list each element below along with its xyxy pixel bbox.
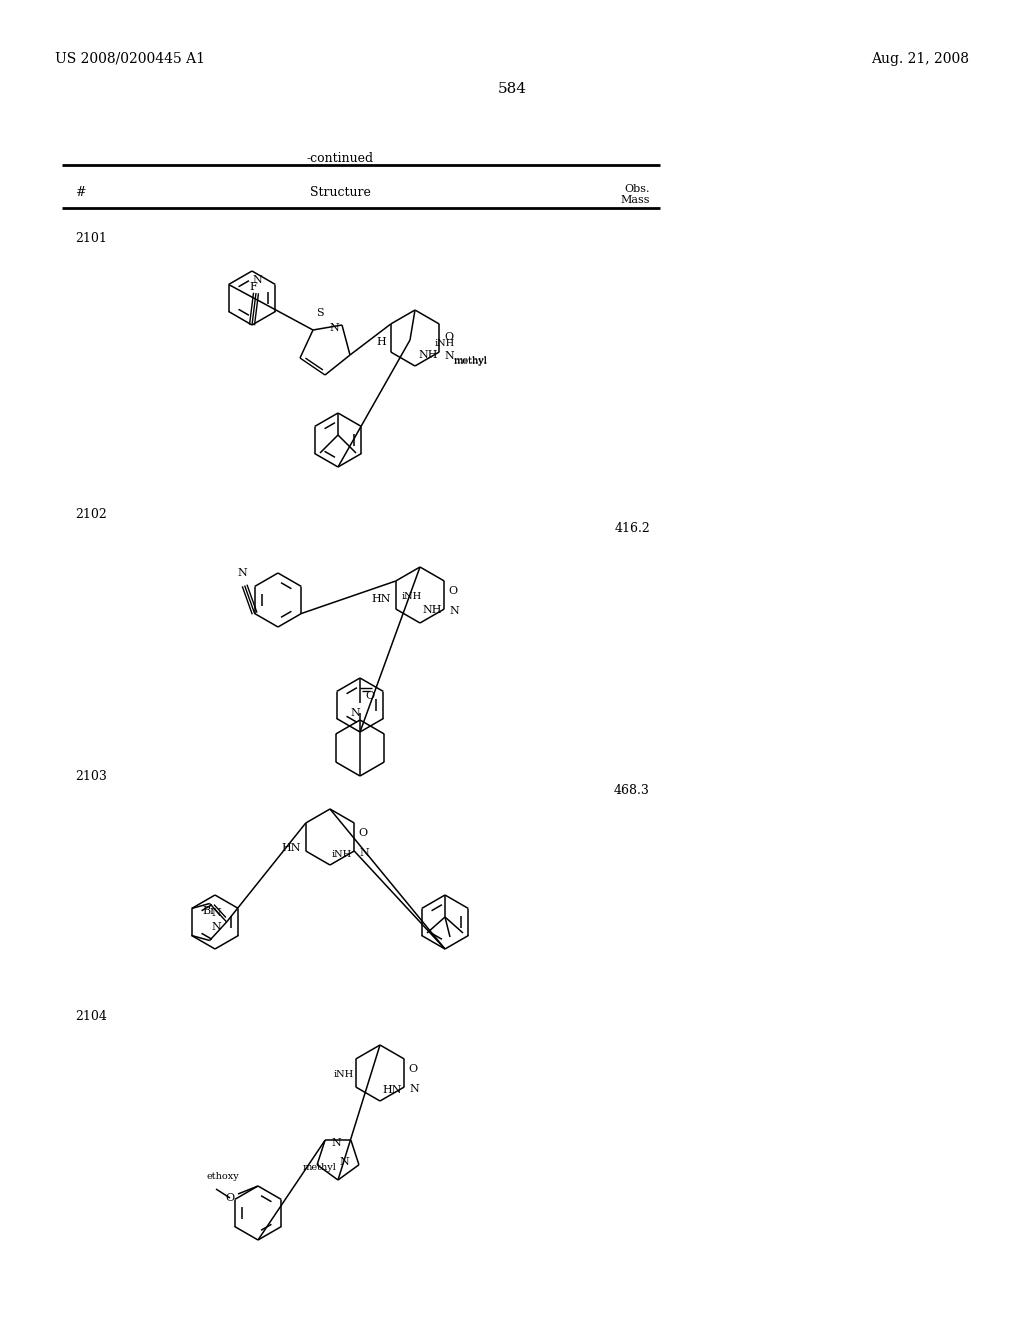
Text: 416.2: 416.2 [614, 521, 650, 535]
Text: Obs.: Obs. [625, 183, 650, 194]
Text: N: N [329, 323, 339, 333]
Text: methyl: methyl [454, 358, 487, 367]
Text: 2104: 2104 [75, 1010, 106, 1023]
Text: O: O [225, 1193, 234, 1203]
Text: iNH: iNH [334, 1071, 353, 1078]
Text: F: F [250, 282, 257, 293]
Text: N: N [238, 568, 248, 578]
Text: HN: HN [372, 594, 391, 605]
Text: methyl: methyl [303, 1163, 337, 1172]
Text: Aug. 21, 2008: Aug. 21, 2008 [871, 51, 969, 66]
Text: US 2008/0200445 A1: US 2008/0200445 A1 [55, 51, 205, 66]
Text: O: O [365, 690, 374, 701]
Text: H: H [376, 337, 386, 347]
Text: N: N [331, 1138, 341, 1148]
Text: iNH: iNH [435, 339, 456, 348]
Text: NH: NH [418, 350, 437, 360]
Text: 584: 584 [498, 82, 526, 96]
Text: N: N [212, 908, 221, 919]
Text: #: # [75, 186, 85, 199]
Text: O: O [449, 586, 458, 597]
Text: N: N [350, 708, 359, 718]
Text: 2102: 2102 [75, 508, 106, 521]
Text: Structure: Structure [309, 186, 371, 199]
Text: O: O [409, 1064, 418, 1074]
Text: O: O [358, 828, 368, 838]
Text: 2103: 2103 [75, 770, 106, 783]
Text: N: N [444, 351, 454, 360]
Text: 2101: 2101 [75, 232, 106, 246]
Text: O: O [444, 333, 454, 342]
Text: S: S [316, 308, 324, 318]
Text: -continued: -continued [306, 152, 374, 165]
Text: Mass: Mass [621, 195, 650, 205]
Text: N: N [339, 1156, 349, 1167]
Text: methyl: methyl [454, 356, 487, 366]
Text: Br: Br [203, 907, 216, 916]
Text: HN: HN [382, 1085, 401, 1096]
Text: iNH: iNH [401, 591, 422, 601]
Text: HN: HN [282, 843, 301, 853]
Text: N: N [212, 923, 221, 932]
Text: N: N [410, 1084, 419, 1094]
Text: 468.3: 468.3 [614, 784, 650, 797]
Text: N: N [359, 847, 369, 858]
Text: NH: NH [422, 605, 441, 615]
Text: iNH: iNH [332, 850, 352, 859]
Text: N: N [450, 606, 459, 616]
Text: ethoxy: ethoxy [207, 1172, 240, 1181]
Text: N: N [252, 275, 262, 285]
